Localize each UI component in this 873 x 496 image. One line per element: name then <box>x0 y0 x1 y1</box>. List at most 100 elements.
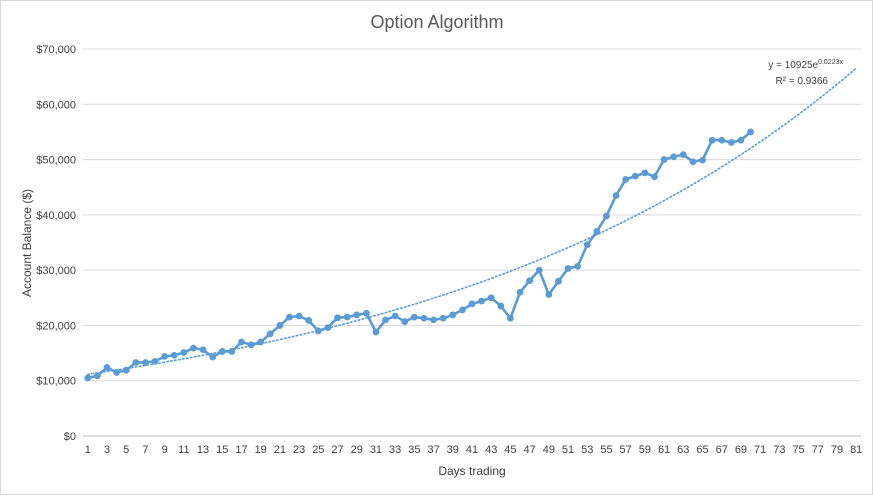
series-layer <box>84 128 754 382</box>
x-tick-label: 69 <box>735 444 747 456</box>
x-tick-label: 39 <box>447 444 459 456</box>
x-tick-label: 9 <box>162 444 168 456</box>
trendline-layer <box>87 67 857 376</box>
x-tick-label: 35 <box>408 444 420 456</box>
data-point <box>603 212 610 220</box>
x-tick-label: 11 <box>178 444 189 456</box>
x-tick-label: 7 <box>142 444 148 456</box>
data-point <box>420 314 428 322</box>
x-tick-label: 25 <box>312 444 324 456</box>
y-tick-label: $10,000 <box>36 376 76 388</box>
data-point <box>631 172 639 180</box>
x-tick-label: 43 <box>485 444 497 456</box>
x-tick-label: 27 <box>331 444 343 456</box>
trendline <box>87 67 857 376</box>
data-point <box>286 313 293 321</box>
data-point <box>564 265 572 272</box>
data-point <box>84 374 92 382</box>
data-point <box>487 294 495 302</box>
data-point <box>660 156 668 163</box>
x-tick-label: 57 <box>620 444 632 456</box>
x-tick-label: 55 <box>600 444 612 456</box>
trendline-equation-exponent: 0.0223x <box>818 59 843 66</box>
data-point <box>497 302 505 310</box>
y-tick-label: $60,000 <box>36 99 76 111</box>
data-point <box>449 311 457 319</box>
x-tick-label: 5 <box>123 444 129 456</box>
x-tick-label: 47 <box>524 444 536 456</box>
x-tick-label: 63 <box>677 444 689 456</box>
data-point <box>526 277 534 285</box>
x-tick-label: 67 <box>716 444 728 456</box>
data-point <box>516 288 524 296</box>
data-point <box>458 306 466 314</box>
data-point <box>430 316 437 324</box>
gridlines <box>83 48 861 382</box>
series-line <box>87 130 752 380</box>
x-tick-label: 49 <box>543 444 555 456</box>
labels-layer: Option Algorithm Days trading Account Ba… <box>20 12 843 478</box>
x-tick-label: 73 <box>773 444 785 456</box>
data-point <box>545 291 553 298</box>
data-point <box>391 312 399 320</box>
data-point <box>382 316 389 324</box>
x-tick-label: 13 <box>197 444 209 456</box>
data-point <box>122 366 130 374</box>
x-tick-label: 29 <box>351 444 363 456</box>
data-point <box>353 311 361 319</box>
data-point <box>507 314 514 322</box>
data-point <box>199 346 207 354</box>
data-point <box>737 136 745 144</box>
data-point <box>670 153 678 161</box>
data-point <box>295 312 303 320</box>
data-point <box>747 128 754 136</box>
data-point <box>343 313 351 321</box>
x-tick-label: 53 <box>581 444 593 456</box>
x-tick-label: 61 <box>658 444 670 456</box>
data-point <box>209 353 217 361</box>
data-point <box>622 176 630 183</box>
data-point <box>190 344 197 352</box>
data-point <box>132 359 140 366</box>
x-tick-label: 1 <box>85 444 91 456</box>
trendline-equation-base: y = 10925e <box>768 60 818 71</box>
data-point <box>689 158 697 166</box>
data-point <box>372 328 380 336</box>
y-tick-label: $70,000 <box>36 44 76 56</box>
data-point <box>718 136 726 144</box>
data-point <box>679 151 687 158</box>
data-point <box>535 266 543 274</box>
data-point <box>699 156 706 164</box>
data-point <box>401 318 409 325</box>
x-tick-label: 59 <box>639 444 651 456</box>
data-point <box>641 169 649 177</box>
x-tick-label: 3 <box>104 444 110 456</box>
x-tick-label: 75 <box>792 444 804 456</box>
data-point <box>651 173 658 181</box>
data-point <box>468 300 476 308</box>
data-point <box>113 369 121 376</box>
x-tick-label: 33 <box>389 444 401 456</box>
x-tick-label: 51 <box>562 444 574 456</box>
y-tick-label: $30,000 <box>36 265 76 277</box>
data-point <box>708 136 716 144</box>
data-point <box>324 324 332 332</box>
y-axis-label: Account Balance ($) <box>20 189 34 297</box>
x-axis-label: Days trading <box>438 464 505 478</box>
data-point <box>161 352 169 360</box>
x-tick-label: 81 <box>850 444 862 456</box>
x-tick-label: 19 <box>255 444 267 456</box>
data-point <box>334 314 341 322</box>
trendline-r-squared: R² = 0.9366 <box>775 76 828 87</box>
y-tick-label: $40,000 <box>36 210 76 222</box>
x-tick-label: 77 <box>812 444 824 456</box>
data-point <box>478 297 486 305</box>
x-tick-label: 65 <box>696 444 708 456</box>
data-point <box>727 139 735 146</box>
data-point <box>238 338 245 346</box>
x-tick-label: 45 <box>504 444 516 456</box>
x-tick-label: 23 <box>293 444 305 456</box>
x-tick-label: 71 <box>754 444 766 456</box>
data-point <box>362 309 370 317</box>
